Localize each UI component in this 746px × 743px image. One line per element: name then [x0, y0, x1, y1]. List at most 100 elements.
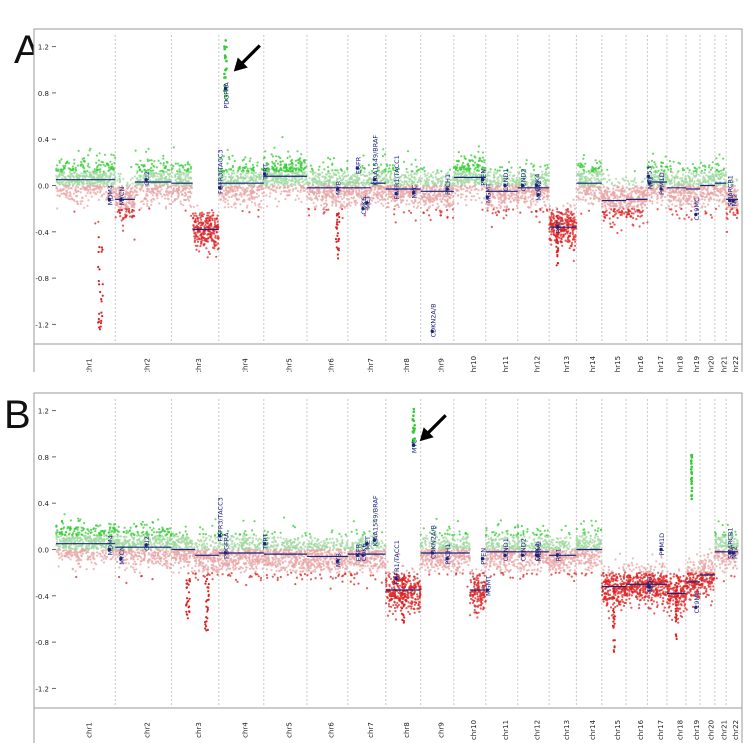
probe-point [146, 202, 149, 205]
probe-point [223, 169, 226, 172]
probe-point [278, 173, 281, 176]
probe-point [474, 173, 478, 176]
probe-point [523, 168, 526, 171]
probe-point [260, 184, 263, 187]
probe-point [562, 227, 566, 230]
probe-point [113, 161, 116, 165]
probe-point [324, 202, 327, 205]
probe-point [216, 248, 219, 251]
probe-point [192, 216, 195, 219]
probe-point [300, 200, 303, 203]
probe-point [145, 197, 148, 201]
probe-point [207, 220, 210, 223]
probe-point [451, 176, 454, 179]
probe-point [415, 173, 418, 176]
probe-point [153, 182, 156, 185]
probe-point [527, 206, 530, 209]
probe-point [146, 204, 149, 207]
probe-point [324, 173, 327, 176]
probe-point [235, 194, 238, 197]
probe-point [102, 192, 106, 195]
probe-point [367, 189, 370, 192]
probe-point [76, 200, 79, 203]
probe-point [150, 172, 154, 175]
probe-point [190, 214, 193, 217]
probe-point [540, 194, 543, 197]
probe-point [239, 176, 242, 180]
probe-point [539, 207, 542, 210]
probe-point [362, 197, 365, 200]
probe-point [401, 180, 404, 184]
probe-point [169, 190, 172, 193]
probe-point [81, 163, 84, 166]
probe-point [498, 169, 501, 172]
probe-point [392, 195, 395, 198]
probe-point [275, 159, 278, 162]
probe-point [487, 193, 490, 196]
probe-point [414, 184, 417, 187]
probe-point [424, 182, 427, 185]
probe-point [426, 178, 429, 181]
probe-point [107, 169, 110, 172]
probe-point [172, 165, 175, 168]
probe-point [68, 183, 71, 186]
probe-point [437, 172, 440, 175]
probe-point [456, 202, 460, 205]
probe-point [182, 172, 185, 175]
probe-point [310, 198, 313, 201]
probe-point [64, 164, 67, 167]
probe-point [460, 188, 463, 191]
probe-point [587, 179, 590, 182]
probe-point [538, 184, 541, 187]
probe-point [427, 172, 430, 175]
probe-point [150, 192, 153, 195]
probe-point [291, 189, 294, 192]
probe-point [243, 193, 246, 196]
probe-point [244, 176, 247, 179]
probe-point [544, 164, 547, 167]
probe-point [309, 164, 312, 167]
probe-point [173, 197, 176, 201]
probe-point [370, 172, 373, 175]
probe-point [562, 204, 565, 207]
probe-point [238, 186, 242, 189]
probe-point [118, 177, 121, 180]
probe-point [75, 190, 78, 194]
probe-point [403, 185, 406, 189]
probe-point [550, 215, 553, 218]
probe-point [444, 176, 447, 179]
probe-point [301, 172, 304, 176]
probe-point [347, 174, 350, 177]
probe-point [400, 201, 403, 204]
probe-point [327, 180, 330, 183]
probe-point [126, 191, 129, 194]
probe-point [530, 175, 534, 178]
probe-point [212, 214, 215, 217]
probe-point [478, 159, 481, 162]
probe-point [559, 234, 562, 237]
probe-point [216, 242, 220, 245]
probe-point [209, 222, 212, 225]
probe-point [343, 190, 346, 193]
chromosome-label: chr5 [285, 358, 293, 372]
probe-point [80, 187, 83, 190]
probe-point [367, 205, 370, 208]
probe-point [100, 174, 103, 177]
probe-point [381, 196, 384, 199]
probe-point [509, 200, 512, 203]
probe-point [366, 179, 369, 182]
probe-point [509, 179, 512, 182]
probe-point [420, 180, 423, 183]
probe-point [339, 195, 342, 198]
probe-point [381, 155, 384, 158]
probe-point [113, 182, 116, 185]
probe-point [481, 160, 484, 163]
probe-point [456, 172, 459, 175]
probe-point [222, 175, 225, 178]
probe-point [260, 187, 263, 190]
probe-point [464, 168, 467, 171]
probe-point [255, 179, 258, 182]
probe-point [530, 162, 533, 165]
probe-point [465, 167, 468, 170]
probe-point [318, 195, 321, 198]
